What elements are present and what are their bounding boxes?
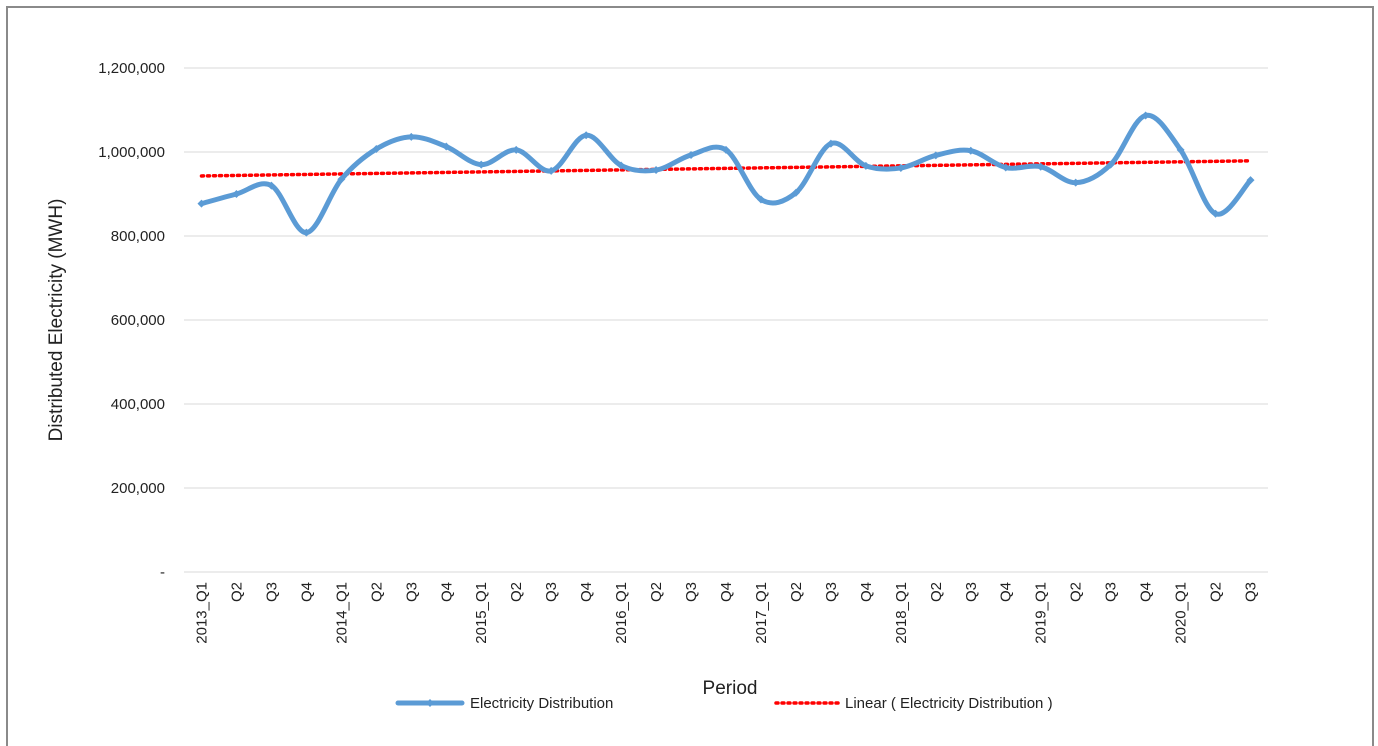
- data-point: [337, 175, 346, 184]
- x-tick-label: 2017_Q1: [753, 582, 770, 644]
- data-point: [791, 188, 800, 197]
- x-tick-label: Q4: [1138, 582, 1155, 602]
- y-tick-label: 400,000: [111, 396, 165, 413]
- data-point: [1176, 145, 1185, 154]
- x-tick-label: Q4: [998, 582, 1015, 602]
- x-tick-label: 2020_Q1: [1173, 582, 1190, 644]
- data-point: [477, 160, 486, 169]
- data-point: [1001, 163, 1010, 172]
- legend-label-electricity-distribution: Electricity Distribution: [470, 695, 613, 712]
- data-point: [442, 142, 451, 151]
- data-point: [582, 131, 591, 140]
- y-tick-label: 200,000: [111, 480, 165, 497]
- x-tick-labels: 2013_Q1 Q2 Q3 Q4 2014_Q1 Q2 Q3 Q4 2015_Q1 Q2 Q3 Q4 2…: [193, 582, 1259, 644]
- y-tick-label: -: [160, 564, 165, 581]
- x-tick-label: 2014_Q1: [333, 582, 350, 644]
- x-tick-label: Q3: [823, 582, 840, 602]
- x-axis-title: Period: [703, 678, 758, 699]
- data-point: [617, 161, 626, 170]
- data-point: [896, 163, 905, 172]
- marker-layer: [197, 111, 1255, 237]
- trendline-layer: [199, 159, 1253, 178]
- x-tick-label: Q3: [543, 582, 560, 602]
- y-tick-label: 1,000,000: [98, 144, 165, 161]
- x-tick-label: Q4: [438, 582, 455, 602]
- x-tick-label: Q2: [508, 582, 525, 602]
- gridlines: [184, 67, 1268, 573]
- data-point: [512, 145, 521, 154]
- legend-label-linear-trend: Linear ( Electricity Distribution ): [845, 695, 1053, 712]
- x-tick-label: Q2: [1068, 582, 1085, 602]
- x-tick-label: Q4: [298, 582, 315, 602]
- data-point: [197, 199, 206, 208]
- data-point: [931, 151, 940, 160]
- data-point: [232, 190, 241, 198]
- x-tick-label: Q2: [928, 582, 945, 602]
- x-tick-label: Q2: [228, 582, 245, 602]
- data-point: [826, 139, 835, 148]
- data-point: [1106, 160, 1115, 169]
- x-tick-label: 2013_Q1: [193, 582, 210, 644]
- data-point: [407, 132, 416, 141]
- data-point: [652, 166, 661, 175]
- data-point: [966, 146, 975, 155]
- x-tick-label: Q4: [858, 582, 875, 602]
- x-tick-label: Q2: [368, 582, 385, 602]
- data-point: [722, 145, 730, 154]
- data-point: [687, 150, 696, 159]
- x-tick-label: Q3: [963, 582, 980, 602]
- x-tick-label: Q4: [718, 582, 735, 602]
- x-tick-label: Q3: [263, 582, 280, 602]
- legend-marker-electricity-distribution: [426, 699, 434, 707]
- x-tick-label: Q3: [1243, 582, 1260, 602]
- data-point: [1246, 176, 1255, 185]
- x-tick-label: Q2: [648, 582, 665, 602]
- y-axis-title: Distributed Electricity (MWH): [46, 199, 67, 442]
- data-point: [1141, 111, 1150, 120]
- data-point: [756, 195, 765, 204]
- x-tick-label: 2018_Q1: [893, 582, 910, 644]
- x-tick-label: Q4: [578, 582, 595, 602]
- y-tick-labels: - 200,000 400,000 600,000 800,000 1,000,000 1,…: [98, 60, 165, 581]
- data-point: [302, 228, 311, 237]
- x-tick-label: 2016_Q1: [613, 582, 630, 644]
- x-tick-label: Q3: [1103, 582, 1120, 602]
- x-tick-label: Q3: [403, 582, 420, 602]
- data-point: [1071, 178, 1080, 187]
- trendline: [199, 159, 1253, 178]
- chart-frame: [6, 6, 1374, 746]
- data-point: [861, 161, 870, 170]
- data-point: [372, 145, 381, 154]
- data-point: [1211, 209, 1220, 218]
- y-tick-label: 800,000: [111, 228, 165, 245]
- y-tick-label: 600,000: [111, 312, 165, 329]
- x-tick-label: 2019_Q1: [1033, 582, 1050, 644]
- legend: Electricity Distribution Linear ( Electr…: [395, 695, 1053, 712]
- data-point: [547, 166, 556, 175]
- x-tick-label: 2015_Q1: [473, 582, 490, 644]
- data-point: [267, 181, 276, 190]
- data-point: [1036, 162, 1045, 171]
- x-tick-label: Q3: [683, 582, 700, 602]
- x-tick-label: Q2: [788, 582, 805, 602]
- x-tick-label: Q2: [1208, 582, 1225, 602]
- y-tick-label: 1,200,000: [98, 60, 165, 77]
